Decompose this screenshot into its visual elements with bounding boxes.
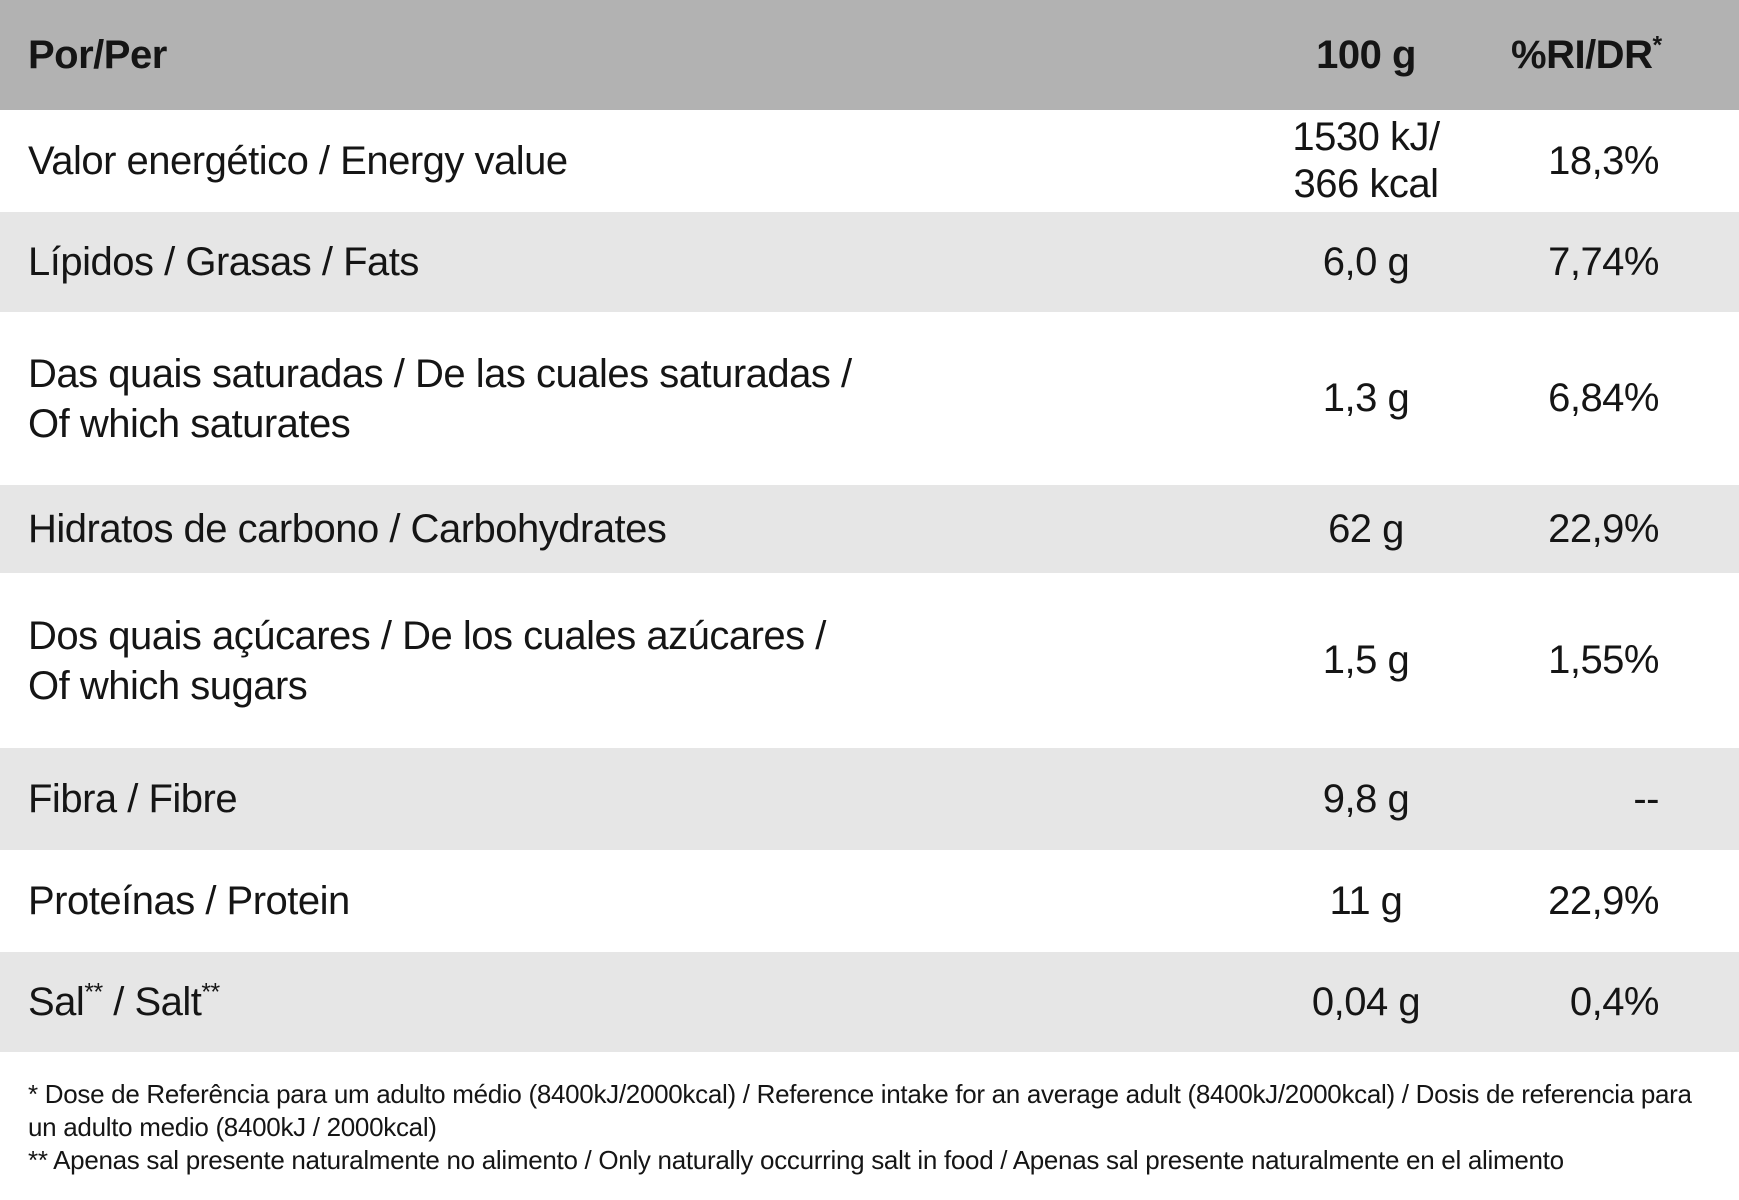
table-row-sugars: Dos quais açúcares / De los cuales azúca… bbox=[0, 573, 1739, 748]
label-cell: Fibra / Fibre bbox=[0, 748, 1222, 850]
label-cell: Sal** / Salt** bbox=[0, 952, 1222, 1052]
header-per: Por/Per bbox=[28, 32, 167, 77]
value-cell: 1530 kJ/ 366 kcal bbox=[1222, 110, 1510, 212]
ri-cell: 1,55% bbox=[1548, 638, 1659, 682]
table-row-salt: Sal** / Salt** 0,04 g 0,4% bbox=[0, 952, 1739, 1052]
value-line: 62 g bbox=[1328, 506, 1404, 551]
header-ri-label: %RI/DR bbox=[1511, 32, 1653, 77]
row-label-line: Dos quais açúcares / De los cuales azúca… bbox=[28, 613, 826, 658]
value-cell: 9,8 g bbox=[1222, 748, 1510, 850]
ri-cell: 18,3% bbox=[1548, 138, 1659, 183]
value-cell: 6,0 g bbox=[1222, 212, 1510, 312]
value-line: 0,04 g bbox=[1311, 979, 1421, 1024]
value-cell: 62 g bbox=[1222, 485, 1510, 573]
footnote-reference-intake: * Dose de Referência para um adulto médi… bbox=[28, 1079, 1692, 1142]
value-cell: 1,5 g bbox=[1222, 573, 1510, 748]
value-line: 9,8 g bbox=[1322, 776, 1410, 821]
value-line: 11 g bbox=[1329, 878, 1403, 923]
row-label-line: Das quais saturadas / De las cuales satu… bbox=[28, 351, 852, 396]
salt-asterisks: ** bbox=[84, 979, 103, 1007]
ri-cell: 7,74% bbox=[1548, 239, 1659, 284]
table-row-fibre: Fibra / Fibre 9,8 g -- bbox=[0, 748, 1739, 850]
label-cell: Lípidos / Grasas / Fats bbox=[0, 212, 1222, 312]
ri-cell: 22,9% bbox=[1548, 878, 1659, 923]
row-label: Lípidos / Grasas / Fats bbox=[28, 240, 419, 284]
header-ri: %RI/DR* bbox=[1510, 0, 1739, 110]
row-label: Hidratos de carbono / Carbohydrates bbox=[28, 507, 667, 551]
footnote-salt: ** Apenas sal presente naturalmente no a… bbox=[28, 1145, 1564, 1175]
table-row-protein: Proteínas / Protein 11 g 22,9% bbox=[0, 850, 1739, 952]
nutrition-table: Por/Per 100 g %RI/DR* Valor energético /… bbox=[0, 0, 1739, 1052]
label-cell: Dos quais açúcares / De los cuales azúca… bbox=[0, 573, 1222, 748]
table-row-fats: Lípidos / Grasas / Fats 6,0 g 7,74% bbox=[0, 212, 1739, 312]
table-header-row: Por/Per 100 g %RI/DR* bbox=[0, 0, 1739, 110]
value-cell: 11 g bbox=[1222, 850, 1510, 952]
value-line: 1,5 g bbox=[1322, 638, 1410, 682]
salt-asterisks: ** bbox=[201, 979, 220, 1007]
label-cell: Proteínas / Protein bbox=[0, 850, 1222, 952]
ri-cell: 22,9% bbox=[1548, 506, 1659, 551]
value-line: 6,0 g bbox=[1322, 239, 1410, 284]
table-row-energy: Valor energético / Energy value 1530 kJ/… bbox=[0, 110, 1739, 212]
label-cell: Valor energético / Energy value bbox=[0, 110, 1222, 212]
header-ri-asterisk: * bbox=[1652, 32, 1662, 60]
row-label: Valor energético / Energy value bbox=[28, 139, 568, 183]
row-label: Fibra / Fibre bbox=[28, 777, 238, 821]
row-label: Sal** / Salt** bbox=[28, 979, 220, 1024]
header-amount: 100 g bbox=[1316, 32, 1416, 77]
table-row-carbohydrates: Hidratos de carbono / Carbohydrates 62 g… bbox=[0, 485, 1739, 573]
footnotes: * Dose de Referência para um adulto médi… bbox=[0, 1052, 1739, 1177]
value-cell: 1,3 g bbox=[1222, 312, 1510, 485]
row-label-line: Of which sugars bbox=[28, 663, 308, 708]
value-line: 1530 kJ/ bbox=[1292, 115, 1440, 159]
label-cell: Hidratos de carbono / Carbohydrates bbox=[0, 485, 1222, 573]
value-line: 1,3 g bbox=[1322, 376, 1410, 420]
ri-cell: 6,84% bbox=[1548, 376, 1659, 420]
row-label: Proteínas / Protein bbox=[28, 879, 350, 923]
value-line: 366 kcal bbox=[1293, 162, 1439, 206]
ri-cell: -- bbox=[1633, 776, 1659, 821]
label-cell: Das quais saturadas / De las cuales satu… bbox=[0, 312, 1222, 485]
ri-cell: 0,4% bbox=[1569, 979, 1660, 1024]
value-cell: 0,04 g bbox=[1222, 952, 1510, 1052]
row-label-line: Of which saturates bbox=[28, 401, 351, 446]
table-row-saturates: Das quais saturadas / De las cuales satu… bbox=[0, 312, 1739, 485]
